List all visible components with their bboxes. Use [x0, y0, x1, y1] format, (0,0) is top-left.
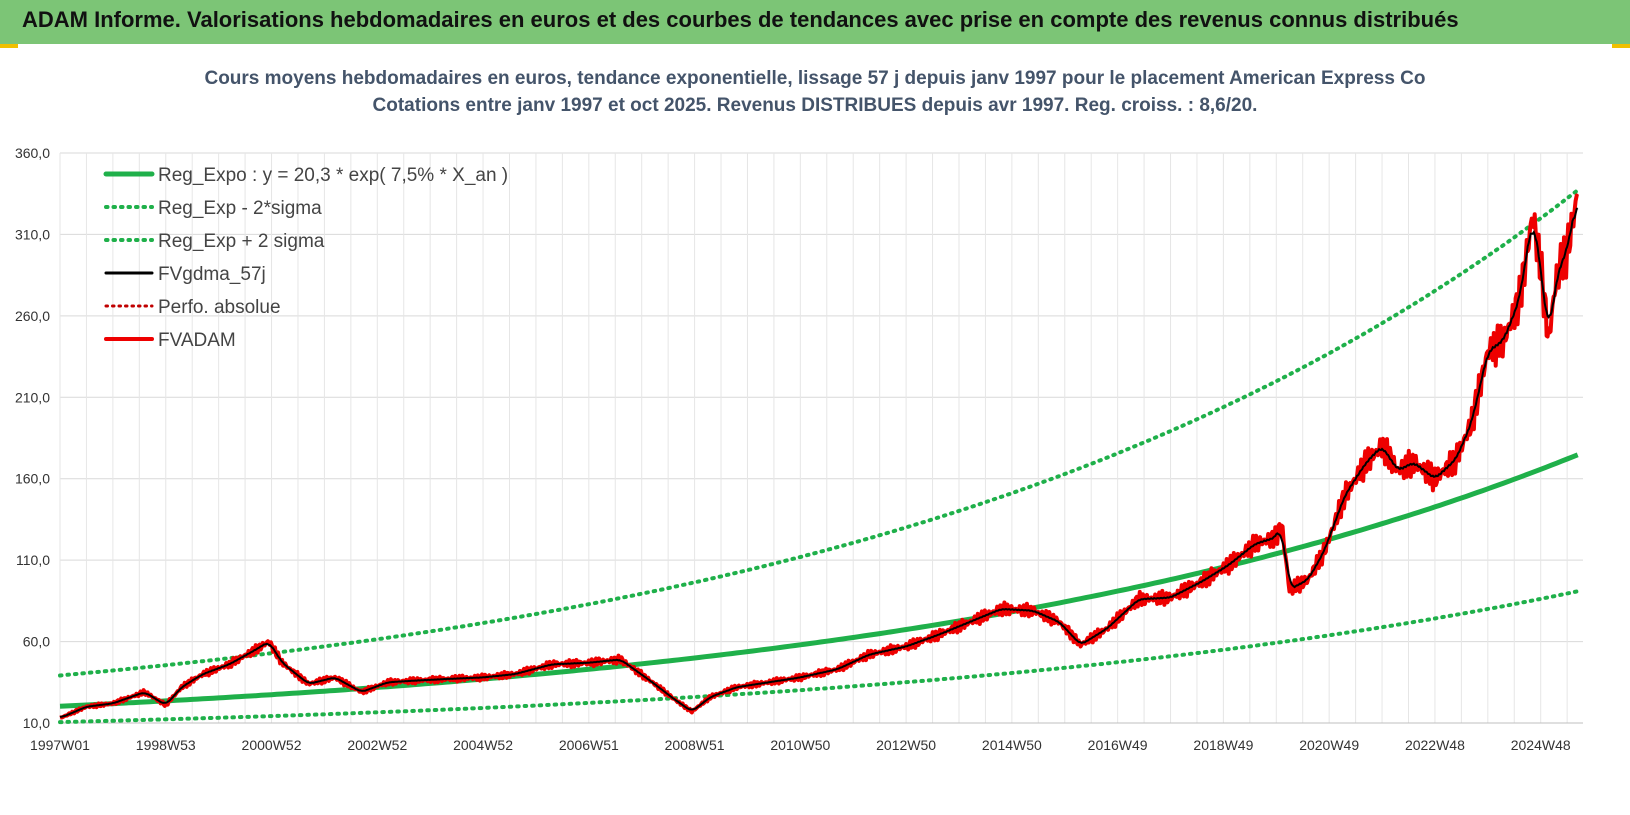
legend-label: FVADAM — [158, 330, 236, 351]
x-tick-label: 1997W01 — [30, 737, 90, 753]
series-fvgdma — [59, 207, 1579, 718]
grid — [59, 152, 1583, 724]
x-tick-label: 2006W51 — [559, 737, 619, 753]
x-tick-label: 2008W51 — [665, 737, 725, 753]
chart-subtitle: Cotations entre janv 1997 et oct 2025. R… — [373, 95, 1258, 116]
y-tick-label: 260,0 — [15, 308, 50, 324]
x-tick-label: 1998W53 — [136, 737, 196, 753]
y-tick-label: 210,0 — [15, 389, 50, 405]
y-tick-label: 310,0 — [15, 226, 50, 242]
header-banner: ADAM Informe. Valorisations hebdomadaire… — [0, 0, 1630, 44]
legend: Reg_Expo : y = 20,3 * exp( 7,5% * X_an )… — [103, 165, 508, 351]
x-tick-label: 2022W48 — [1405, 737, 1465, 753]
y-tick-label: 10,0 — [23, 715, 50, 731]
legend-label: FVgdma_57j — [158, 264, 266, 285]
y-tick-label: 60,0 — [23, 634, 50, 650]
x-tick-label: 2004W52 — [453, 737, 513, 753]
y-tick-label: 360,0 — [15, 145, 50, 161]
x-axis-ticks: 1997W01 1998W53 2000W52 2002W52 2004W52 2006W… — [30, 737, 1571, 753]
series-trend-upper — [58, 188, 1580, 678]
legend-label: Reg_Exp - 2*sigma — [158, 198, 322, 219]
legend-label: Reg_Exp + 2 sigma — [158, 231, 325, 252]
x-tick-label: 2018W49 — [1193, 737, 1253, 753]
x-tick-label: 2020W49 — [1299, 737, 1359, 753]
corner-mark-left — [0, 44, 18, 48]
chart-title: Cours moyens hebdomadaires en euros, ten… — [204, 68, 1425, 89]
page-title: ADAM Informe. Valorisations hebdomadaire… — [22, 7, 1459, 32]
y-tick-label: 160,0 — [15, 471, 50, 487]
x-tick-label: 2002W52 — [347, 737, 407, 753]
legend-label: Perfo. absolue — [158, 297, 281, 318]
series-layer — [58, 188, 1580, 725]
series-trend-lower — [58, 589, 1580, 725]
x-tick-label: 2016W49 — [1088, 737, 1148, 753]
x-tick-label: 2014W50 — [982, 737, 1042, 753]
x-tick-label: 2000W52 — [242, 737, 302, 753]
x-tick-label: 2012W50 — [876, 737, 936, 753]
chart-area: Cours moyens hebdomadaires en euros, ten… — [0, 44, 1630, 815]
legend-label: Reg_Expo : y = 20,3 * exp( 7,5% * X_an ) — [158, 165, 508, 186]
chart-svg: Cours moyens hebdomadaires en euros, ten… — [15, 68, 1583, 753]
x-tick-label: 2010W50 — [770, 737, 830, 753]
corner-mark-right — [1612, 44, 1630, 48]
y-axis-ticks: 10,0 60,0 110,0 160,0 210,0 260,0 310,0 360,0 — [15, 145, 50, 731]
series-fvadam — [59, 193, 1580, 720]
y-tick-label: 110,0 — [16, 552, 50, 568]
x-tick-label: 2024W48 — [1511, 737, 1571, 753]
